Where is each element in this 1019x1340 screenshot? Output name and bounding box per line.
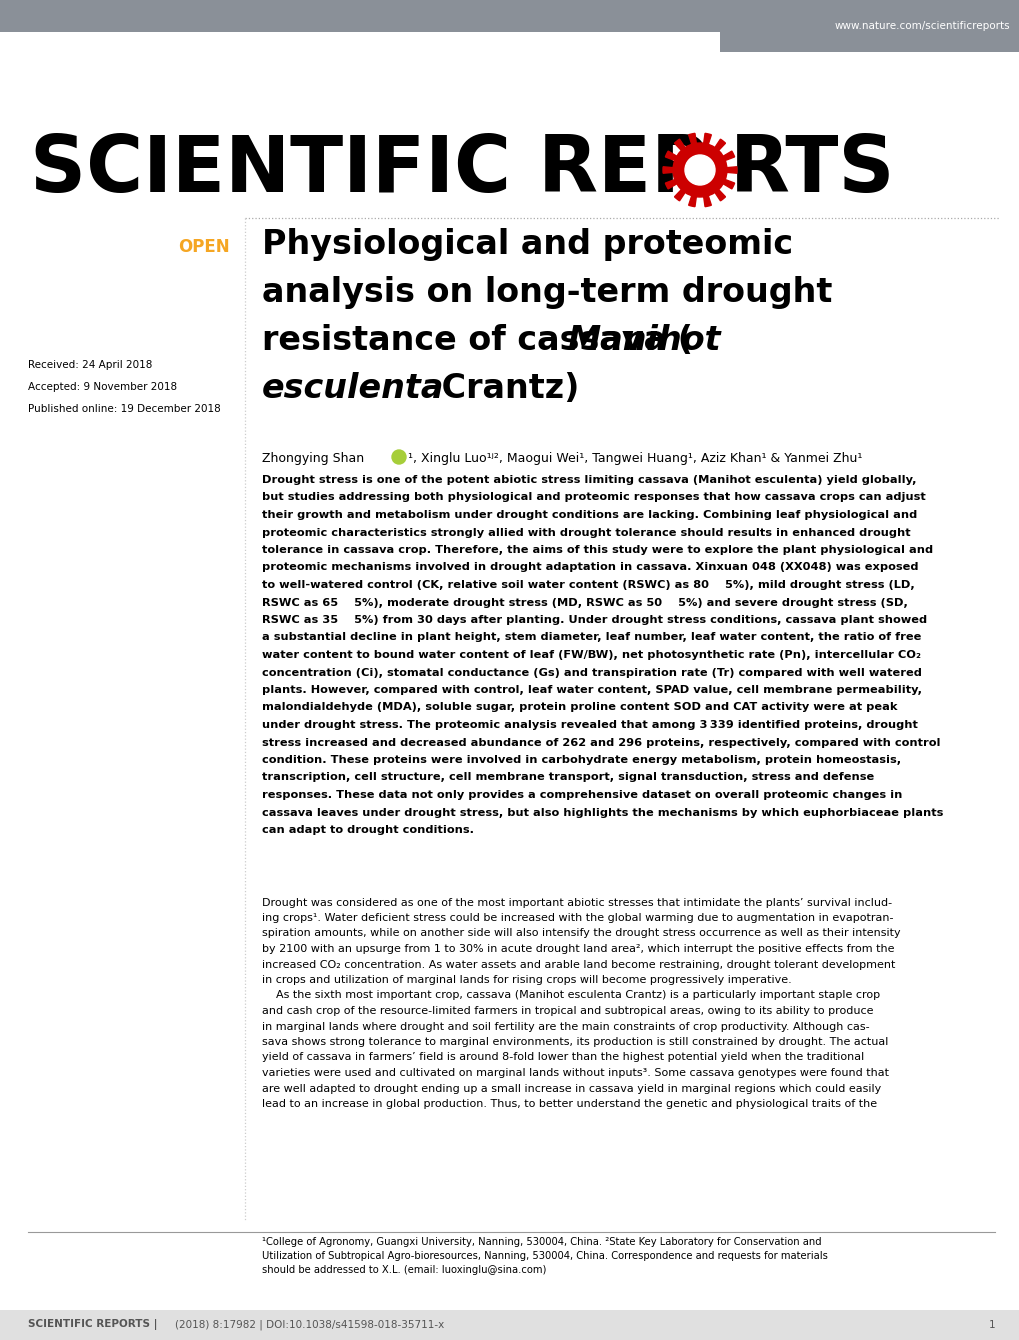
Text: ¹College of Agronomy, Guangxi University, Nanning, 530004, China. ²State Key Lab: ¹College of Agronomy, Guangxi University… — [262, 1237, 821, 1248]
Text: cassava leaves under drought stress, but also highlights the mechanisms by which: cassava leaves under drought stress, but… — [262, 808, 943, 817]
Wedge shape — [664, 170, 699, 189]
Wedge shape — [699, 170, 734, 189]
Text: (2018) 8:17982 | DOI:10.1038/s41598-018-35711-x: (2018) 8:17982 | DOI:10.1038/s41598-018-… — [175, 1320, 444, 1331]
Text: a substantial decline in plant height, stem diameter, leaf number, leaf water co: a substantial decline in plant height, s… — [262, 632, 920, 642]
Text: Published online: 19 December 2018: Published online: 19 December 2018 — [28, 403, 220, 414]
Text: concentration (Ci), stomatal conductance (Gs) and transpiration rate (Tr) compar: concentration (Ci), stomatal conductance… — [262, 667, 921, 678]
Text: plants. However, compared with control, leaf water content, SPAD value, cell mem: plants. However, compared with control, … — [262, 685, 921, 695]
Wedge shape — [699, 166, 737, 173]
Wedge shape — [699, 151, 734, 170]
Text: 1: 1 — [987, 1320, 994, 1331]
Text: transcription, cell structure, cell membrane transport, signal transduction, str: transcription, cell structure, cell memb… — [262, 772, 873, 783]
Text: OPEN: OPEN — [178, 239, 229, 256]
Text: Physiological and proteomic: Physiological and proteomic — [262, 228, 793, 261]
Text: ing crops¹. Water deficient stress could be increased with the global warming du: ing crops¹. Water deficient stress could… — [262, 913, 893, 923]
Text: www.nature.com/scientificreports: www.nature.com/scientificreports — [834, 21, 1009, 31]
Text: Drought was considered as one of the most important abiotic stresses that intimi: Drought was considered as one of the mos… — [262, 898, 892, 907]
Text: Drought stress is one of the potent abiotic stress limiting cassava (Manihot esc: Drought stress is one of the potent abio… — [262, 474, 916, 485]
Text: Zhongying Shan: Zhongying Shan — [262, 452, 364, 465]
Text: sava shows strong tolerance to marginal environments, its production is still co: sava shows strong tolerance to marginal … — [262, 1037, 888, 1047]
Wedge shape — [664, 151, 699, 170]
Text: by 2100 with an upsurge from 1 to 30% in acute drought land area², which interru: by 2100 with an upsurge from 1 to 30% in… — [262, 943, 894, 954]
Bar — [0, 0, 1019, 32]
Text: should be addressed to X.L. (email: luoxinglu@sina.com): should be addressed to X.L. (email: luox… — [262, 1265, 546, 1274]
Text: SCIENTIFIC REP: SCIENTIFIC REP — [30, 133, 707, 208]
Bar — [0, 1311, 1019, 1340]
Text: water content to bound water content of leaf (FW/BW), net photosynthetic rate (P: water content to bound water content of … — [262, 650, 920, 661]
Text: RSWC as 65    5%), moderate drought stress (MD, RSWC as 50    5%) and severe dro: RSWC as 65 5%), moderate drought stress … — [262, 598, 907, 607]
Text: esculenta: esculenta — [262, 373, 444, 405]
Text: resistance of cassava (: resistance of cassava ( — [262, 324, 692, 356]
Text: to well-watered control (CK, relative soil water content (RSWC) as 80    5%), mi: to well-watered control (CK, relative so… — [262, 580, 914, 590]
Text: are well adapted to drought ending up a small increase in cassava yield in margi: are well adapted to drought ending up a … — [262, 1084, 880, 1093]
Text: lead to an increase in global production. Thus, to better understand the genetic: lead to an increase in global production… — [262, 1099, 876, 1110]
Text: Received: 24 April 2018: Received: 24 April 2018 — [28, 360, 152, 370]
Wedge shape — [674, 170, 699, 201]
Text: iD: iD — [395, 454, 401, 460]
Text: in crops and utilization of marginal lands for rising crops will become progress: in crops and utilization of marginal lan… — [262, 976, 791, 985]
Text: Crantz): Crantz) — [430, 373, 579, 405]
Wedge shape — [699, 139, 725, 170]
Text: can adapt to drought conditions.: can adapt to drought conditions. — [262, 825, 474, 835]
Text: and cash crop of the resource-limited farmers in tropical and subtropical areas,: and cash crop of the resource-limited fa… — [262, 1006, 872, 1016]
Text: malondialdehyde (MDA), soluble sugar, protein proline content SOD and CAT activi: malondialdehyde (MDA), soluble sugar, pr… — [262, 702, 897, 713]
Wedge shape — [674, 139, 699, 170]
Text: RTS: RTS — [730, 133, 895, 208]
Text: Utilization of Subtropical Agro-bioresources, Nanning, 530004, China. Correspond: Utilization of Subtropical Agro-bioresou… — [262, 1252, 827, 1261]
Wedge shape — [699, 134, 710, 170]
Text: tolerance in cassava crop. Therefore, the aims of this study were to explore the: tolerance in cassava crop. Therefore, th… — [262, 545, 932, 555]
Text: varieties were used and cultivated on marginal lands without inputs³. Some cassa: varieties were used and cultivated on ma… — [262, 1068, 889, 1077]
Text: increased CO₂ concentration. As water assets and arable land become restraining,: increased CO₂ concentration. As water as… — [262, 959, 895, 970]
Bar — [719, 0, 1019, 52]
Text: condition. These proteins were involved in carbohydrate energy metabolism, prote: condition. These proteins were involved … — [262, 754, 900, 765]
Text: proteomic characteristics strongly allied with drought tolerance should results : proteomic characteristics strongly allie… — [262, 528, 910, 537]
Wedge shape — [662, 166, 699, 173]
Text: stress increased and decreased abundance of 262 and 296 proteins, respectively, : stress increased and decreased abundance… — [262, 737, 940, 748]
Wedge shape — [688, 170, 699, 206]
Wedge shape — [699, 170, 725, 201]
Text: their growth and metabolism under drought conditions are lacking. Combining leaf: their growth and metabolism under drough… — [262, 511, 916, 520]
Circle shape — [673, 143, 727, 197]
Text: in marginal lands where drought and soil fertility are the main constraints of c: in marginal lands where drought and soil… — [262, 1021, 869, 1032]
Text: RSWC as 35    5%) from 30 days after planting. Under drought stress conditions, : RSWC as 35 5%) from 30 days after planti… — [262, 615, 926, 624]
Circle shape — [391, 450, 406, 464]
Text: under drought stress. The proteomic analysis revealed that among 3 339 identifie: under drought stress. The proteomic anal… — [262, 720, 917, 730]
Text: ¹, Xinglu Luo¹ʲ², Maogui Wei¹, Tangwei Huang¹, Aziz Khan¹ & Yanmei Zhu¹: ¹, Xinglu Luo¹ʲ², Maogui Wei¹, Tangwei H… — [408, 452, 861, 465]
Text: but studies addressing both physiological and proteomic responses that how cassa: but studies addressing both physiologica… — [262, 493, 925, 502]
Text: SCIENTIFIC REPORTS |: SCIENTIFIC REPORTS | — [28, 1320, 157, 1331]
Text: Manihot: Manihot — [567, 324, 719, 356]
Text: spiration amounts, while on another side will also intensify the drought stress : spiration amounts, while on another side… — [262, 929, 900, 938]
Wedge shape — [699, 170, 710, 206]
Text: responses. These data not only provides a comprehensive dataset on overall prote: responses. These data not only provides … — [262, 791, 902, 800]
Circle shape — [685, 155, 714, 185]
Text: yield of cassava in farmers’ field is around 8-fold lower than the highest poten: yield of cassava in farmers’ field is ar… — [262, 1052, 863, 1063]
Text: proteomic mechanisms involved in drought adaptation in cassava. Xinxuan 048 (XX0: proteomic mechanisms involved in drought… — [262, 563, 917, 572]
Text: analysis on long-term drought: analysis on long-term drought — [262, 276, 832, 310]
Text: As the sixth most important crop, cassava (Manihot esculenta Crantz) is a partic: As the sixth most important crop, cassav… — [262, 990, 879, 1001]
Wedge shape — [688, 134, 699, 170]
Text: Accepted: 9 November 2018: Accepted: 9 November 2018 — [28, 382, 177, 393]
